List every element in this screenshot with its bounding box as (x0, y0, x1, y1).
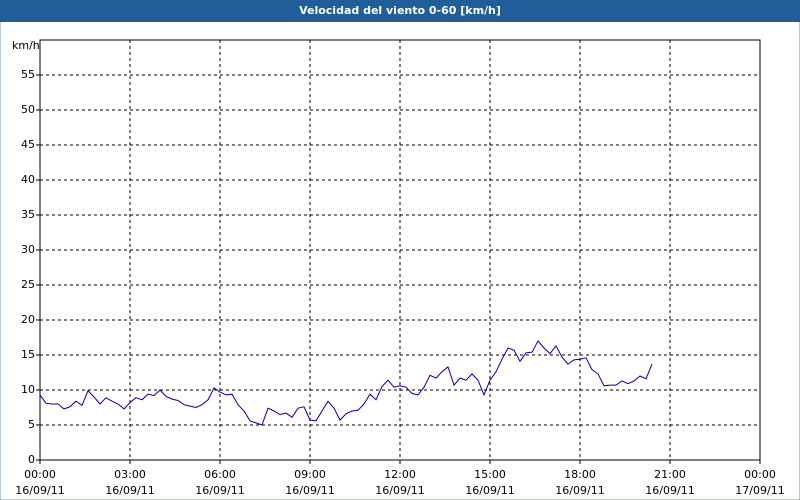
x-tick-date: 16/09/11 (285, 484, 334, 497)
x-tick-label: 03:00 (114, 468, 146, 481)
y-tick-label: 15 (21, 348, 35, 361)
y-tick-label: 45 (21, 138, 35, 151)
x-tick-label: 00:00 (744, 468, 776, 481)
x-tick-label: 12:00 (384, 468, 416, 481)
title-bar (0, 0, 800, 22)
x-tick-label: 15:00 (474, 468, 506, 481)
data-line (39, 340, 653, 426)
x-tick-date: 16/09/11 (105, 484, 154, 497)
y-tick-label: 40 (21, 173, 35, 186)
x-tick-label: 00:00 (24, 468, 56, 481)
x-tick-date: 16/09/11 (645, 484, 694, 497)
plot-border (39, 39, 761, 461)
x-tick-date: 16/09/11 (555, 484, 604, 497)
x-tick-date: 16/09/11 (465, 484, 514, 497)
x-tick-label: 21:00 (654, 468, 686, 481)
y-tick-label: 55 (21, 68, 35, 81)
y-tick-label: 0 (28, 453, 35, 466)
x-tick-label: 09:00 (294, 468, 326, 481)
y-tick-label: 30 (21, 243, 35, 256)
y-tick-label: 50 (21, 103, 35, 116)
x-tick-date: 16/09/11 (15, 484, 64, 497)
chart-title: Velocidad del viento 0-60 [km/h] (299, 4, 501, 17)
y-tick-label: 25 (21, 278, 35, 291)
x-tick-date: 16/09/11 (195, 484, 244, 497)
y-tick-label: 10 (21, 383, 35, 396)
x-tick-label: 06:00 (204, 468, 236, 481)
y-tick-label: 20 (21, 313, 35, 326)
x-tick-label: 18:00 (564, 468, 596, 481)
y-tick-label: 35 (21, 208, 35, 221)
x-tick-date: 17/09/11 (735, 484, 784, 497)
x-tick-date: 16/09/11 (375, 484, 424, 497)
y-tick-label: 5 (28, 418, 35, 431)
y-axis-label: km/h (12, 39, 40, 52)
